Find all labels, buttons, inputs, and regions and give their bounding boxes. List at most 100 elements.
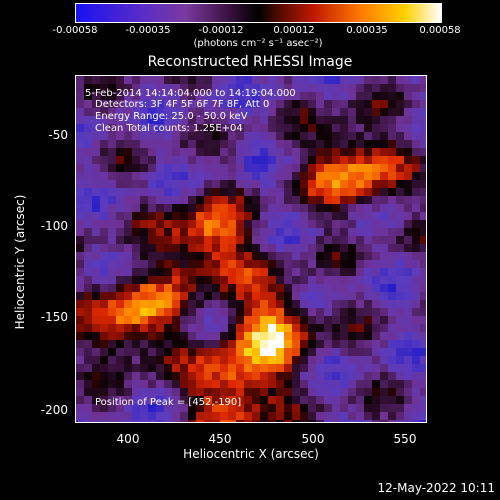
heatmap-cell — [92, 180, 100, 188]
heatmap-cell — [164, 228, 172, 236]
heatmap-cell — [292, 100, 300, 108]
heatmap-cell — [100, 380, 108, 388]
heatmap-cell — [188, 108, 196, 116]
heatmap-cell — [308, 332, 316, 340]
heatmap-cell — [420, 188, 426, 196]
clean-counts-annotation: Clean Total counts: 1.25E+04 — [95, 123, 243, 134]
heatmap-cell — [380, 116, 388, 124]
heatmap-cell — [332, 284, 340, 292]
heatmap-cell — [244, 188, 252, 196]
heatmap-cell — [308, 148, 316, 156]
heatmap-cell — [388, 124, 396, 132]
heatmap-cell — [316, 108, 324, 116]
heatmap-cell — [300, 276, 308, 284]
heatmap-cell — [172, 116, 180, 124]
heatmap-cell — [76, 196, 84, 204]
heatmap-cell — [236, 420, 244, 422]
colorbar-tick: -0.00058 — [52, 25, 98, 36]
heatmap-cell — [396, 364, 404, 372]
heatmap-cell — [388, 316, 396, 324]
heatmap-cell — [292, 212, 300, 220]
heatmap-cell — [236, 228, 244, 236]
heatmap-cell — [100, 172, 108, 180]
heatmap-cell — [244, 348, 252, 356]
heatmap-cell — [228, 388, 236, 396]
heatmap-cell — [236, 244, 244, 252]
heatmap-cell — [276, 156, 284, 164]
heatmap-cell — [92, 380, 100, 388]
heatmap-cell — [284, 316, 292, 324]
heatmap-cell — [348, 140, 356, 148]
heatmap-cell — [252, 228, 260, 236]
heatmap-cell — [372, 292, 380, 300]
heatmap-cell — [244, 108, 252, 116]
heatmap-cell — [268, 300, 276, 308]
heatmap-cell — [132, 356, 140, 364]
heatmap-cell — [356, 180, 364, 188]
heatmap-cell — [148, 100, 156, 108]
heatmap-cell — [268, 156, 276, 164]
heatmap-cell — [204, 308, 212, 316]
heatmap-cell — [236, 316, 244, 324]
heatmap-cell — [316, 180, 324, 188]
heatmap-cell — [284, 324, 292, 332]
heatmap-cell — [252, 316, 260, 324]
heatmap-cell — [172, 196, 180, 204]
heatmap-cell — [260, 172, 268, 180]
heatmap-cell — [316, 420, 324, 422]
heatmap-cell — [92, 284, 100, 292]
heatmap-cell — [364, 124, 372, 132]
heatmap-cell — [380, 292, 388, 300]
heatmap-cell — [124, 364, 132, 372]
heatmap-cell — [276, 308, 284, 316]
heatmap-cell — [372, 404, 380, 412]
heatmap-cell — [180, 340, 188, 348]
heatmap-cell — [404, 332, 412, 340]
heatmap-cell — [356, 292, 364, 300]
heatmap-cell — [196, 212, 204, 220]
heatmap-cell — [92, 132, 100, 140]
heatmap-cell — [116, 324, 124, 332]
heatmap-cell — [380, 124, 388, 132]
heatmap-cell — [372, 332, 380, 340]
heatmap-cell — [100, 260, 108, 268]
heatmap-cell — [172, 276, 180, 284]
heatmap-cell — [300, 180, 308, 188]
heatmap-cell — [268, 116, 276, 124]
heatmap-cell — [388, 100, 396, 108]
heatmap-cell — [212, 300, 220, 308]
heatmap-cell — [396, 124, 404, 132]
heatmap-cell — [180, 196, 188, 204]
heatmap-cell — [188, 396, 196, 404]
heatmap-cell — [236, 380, 244, 388]
heatmap-cell — [252, 276, 260, 284]
heatmap-cell — [420, 372, 426, 380]
heatmap-cell — [260, 188, 268, 196]
heatmap-cell — [364, 356, 372, 364]
heatmap-cell — [148, 292, 156, 300]
heatmap-cell — [100, 100, 108, 108]
heatmap-cell — [284, 100, 292, 108]
heatmap-cell — [164, 404, 172, 412]
heatmap-cell — [228, 116, 236, 124]
heatmap-cell — [348, 84, 356, 92]
heatmap-cell — [396, 380, 404, 388]
heatmap-cell — [116, 132, 124, 140]
heatmap-cell — [292, 276, 300, 284]
heatmap-cell — [92, 340, 100, 348]
heatmap-cell — [236, 180, 244, 188]
heatmap-cell — [340, 92, 348, 100]
heatmap-cell — [140, 172, 148, 180]
heatmap-cell — [92, 332, 100, 340]
heatmap-cell — [292, 308, 300, 316]
heatmap-cell — [332, 180, 340, 188]
heatmap-cell — [260, 84, 268, 92]
heatmap-cell — [220, 156, 228, 164]
heatmap-cell — [396, 236, 404, 244]
heatmap-cell — [412, 228, 420, 236]
heatmap-cell — [244, 196, 252, 204]
heatmap-cell — [396, 268, 404, 276]
heatmap-cell — [284, 76, 292, 84]
heatmap-cell — [268, 92, 276, 100]
heatmap-cell — [196, 308, 204, 316]
